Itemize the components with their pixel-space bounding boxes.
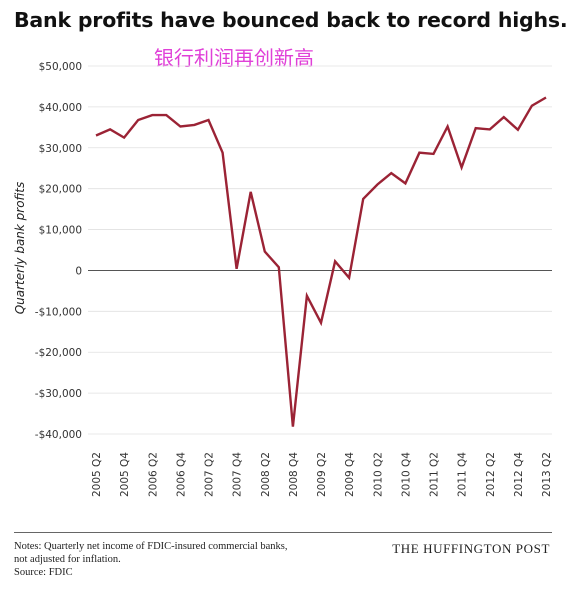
- y-tick-label: $10,000: [39, 225, 82, 237]
- y-tick-label: $20,000: [39, 184, 82, 196]
- chart-title: Bank profits have bounced back to record…: [14, 8, 568, 32]
- y-tick-label: -$40,000: [35, 429, 82, 441]
- x-tick-label: 2008 Q2: [260, 452, 272, 497]
- x-tick-label: 2011 Q4: [457, 452, 469, 497]
- series-group: [95, 96, 547, 427]
- y-tick-label: -$20,000: [35, 347, 82, 359]
- publisher-brand: THE HUFFINGTON POST: [392, 541, 550, 556]
- notes-line-2: not adjusted for inflation.: [14, 554, 121, 565]
- y-tick-label: $30,000: [39, 143, 82, 155]
- x-tick-label: 2006 Q4: [175, 452, 187, 497]
- y-tick-label: $50,000: [39, 61, 82, 73]
- notes-source: Source: FDIC: [14, 567, 73, 578]
- gridlines: [88, 65, 552, 435]
- x-axis-ticks: 2005 Q2 2005 Q4 2006 Q2 2006 Q4 2007 Q2 2007 …: [91, 452, 553, 497]
- y-tick-label: -$10,000: [35, 306, 82, 318]
- x-tick-label: 2010 Q2: [372, 452, 384, 497]
- footer-divider: [14, 532, 552, 533]
- chart-notes: Notes: Quarterly net income of FDIC-insu…: [14, 540, 344, 579]
- x-tick-label: 2009 Q4: [344, 452, 356, 497]
- x-tick-label: 2009 Q2: [316, 452, 328, 497]
- x-tick-label: 2008 Q4: [288, 452, 300, 497]
- x-tick-label: 2010 Q4: [400, 452, 412, 497]
- x-tick-label: 2005 Q2: [91, 452, 103, 497]
- x-tick-label: 2006 Q2: [147, 452, 159, 497]
- y-axis-label: Quarterly bank profits: [13, 182, 27, 315]
- x-tick-label: 2012 Q2: [485, 452, 497, 497]
- series-line: [95, 96, 547, 427]
- line-chart: $50,000 $40,000 $30,000 $20,000 $10,000 0 -$10…: [13, 61, 553, 497]
- x-tick-label: 2005 Q4: [119, 452, 131, 497]
- x-tick-label: 2007 Q4: [232, 452, 244, 497]
- y-axis-ticks: $50,000 $40,000 $30,000 $20,000 $10,000 0 -$10…: [35, 61, 82, 441]
- notes-line-1: Notes: Quarterly net income of FDIC-insu…: [14, 541, 288, 552]
- x-tick-label: 2007 Q2: [204, 452, 216, 497]
- x-tick-label: 2012 Q4: [513, 452, 525, 497]
- y-tick-label: 0: [75, 265, 82, 277]
- x-tick-label: 2011 Q2: [429, 452, 441, 497]
- y-tick-label: $40,000: [39, 102, 82, 114]
- y-tick-label: -$30,000: [35, 388, 82, 400]
- x-tick-label: 2013 Q2: [541, 452, 553, 497]
